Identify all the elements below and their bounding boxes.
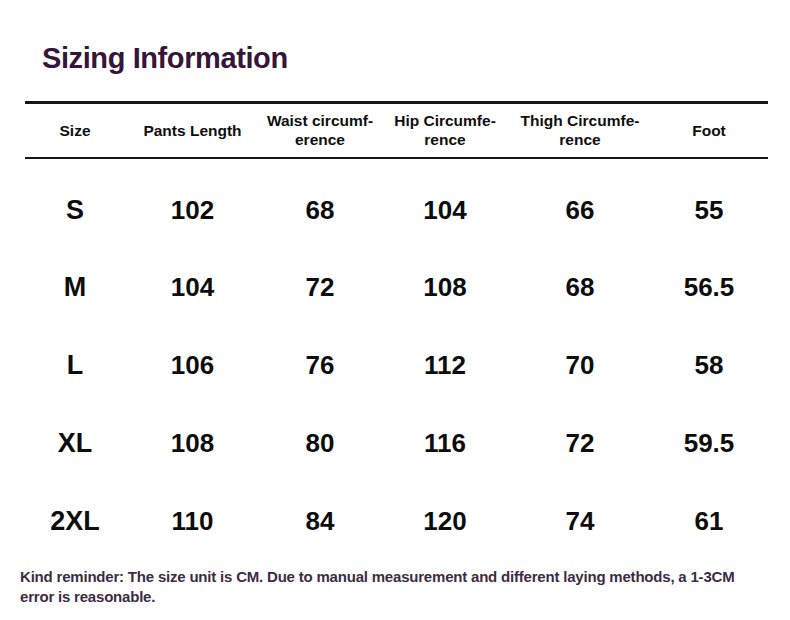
- cell-size: XL: [25, 405, 125, 483]
- cell-thigh-circumference: 68: [510, 249, 650, 327]
- cell-hip-circumference: 108: [380, 249, 510, 327]
- sizing-info-page: Sizing Information Size Pants Length Wai…: [0, 0, 790, 620]
- table-row-size-m: M 104 72 108 68 56.5: [25, 249, 768, 327]
- table-row-size-s: S 102 68 104 66 55: [25, 158, 768, 249]
- sizing-table: Size Pants Length Waist circumf- erence …: [25, 101, 768, 561]
- cell-waist-circumference: 80: [260, 405, 380, 483]
- table-row-size-xl: XL 108 80 116 72 59.5: [25, 405, 768, 483]
- cell-size: 2XL: [25, 483, 125, 561]
- cell-thigh-circumference: 66: [510, 158, 650, 249]
- cell-waist-circumference: 72: [260, 249, 380, 327]
- column-header-hip-circumference: Hip Circumfe- rence: [380, 103, 510, 158]
- cell-thigh-circumference: 70: [510, 327, 650, 405]
- cell-waist-circumference: 68: [260, 158, 380, 249]
- table-header-row: Size Pants Length Waist circumf- erence …: [25, 103, 768, 158]
- cell-foot: 58: [650, 327, 768, 405]
- cell-hip-circumference: 120: [380, 483, 510, 561]
- cell-waist-circumference: 84: [260, 483, 380, 561]
- cell-pants-length: 106: [125, 327, 260, 405]
- cell-pants-length: 104: [125, 249, 260, 327]
- cell-pants-length: 102: [125, 158, 260, 249]
- cell-foot: 59.5: [650, 405, 768, 483]
- cell-foot: 56.5: [650, 249, 768, 327]
- table-row-size-2xl: 2XL 110 84 120 74 61: [25, 483, 768, 561]
- cell-pants-length: 108: [125, 405, 260, 483]
- cell-thigh-circumference: 72: [510, 405, 650, 483]
- cell-hip-circumference: 116: [380, 405, 510, 483]
- cell-pants-length: 110: [125, 483, 260, 561]
- table-row-size-l: L 106 76 112 70 58: [25, 327, 768, 405]
- cell-size: S: [25, 158, 125, 249]
- cell-foot: 61: [650, 483, 768, 561]
- cell-size: M: [25, 249, 125, 327]
- cell-hip-circumference: 104: [380, 158, 510, 249]
- column-header-foot: Foot: [650, 103, 768, 158]
- cell-size: L: [25, 327, 125, 405]
- reminder-note: Kind reminder: The size unit is CM. Due …: [20, 567, 770, 608]
- cell-hip-circumference: 112: [380, 327, 510, 405]
- column-header-pants-length: Pants Length: [125, 103, 260, 158]
- column-header-waist-circumference: Waist circumf- erence: [260, 103, 380, 158]
- cell-waist-circumference: 76: [260, 327, 380, 405]
- page-title: Sizing Information: [42, 42, 790, 74]
- column-header-size: Size: [25, 103, 125, 158]
- column-header-thigh-circumference: Thigh Circumfe- rence: [510, 103, 650, 158]
- cell-foot: 55: [650, 158, 768, 249]
- cell-thigh-circumference: 74: [510, 483, 650, 561]
